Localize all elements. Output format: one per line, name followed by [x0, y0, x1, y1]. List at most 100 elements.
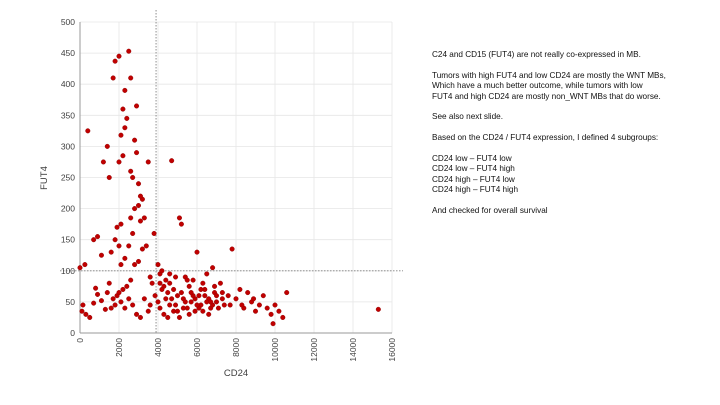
data-point [91, 300, 97, 306]
data-point [87, 314, 93, 320]
data-point [280, 314, 286, 320]
data-point [120, 153, 126, 159]
data-point [134, 103, 140, 109]
data-point [178, 290, 184, 296]
x-tick-label: 14000 [348, 338, 358, 362]
data-point [124, 115, 130, 121]
data-point [161, 311, 167, 317]
data-point [145, 308, 151, 314]
data-point [213, 299, 219, 305]
data-point [137, 314, 143, 320]
data-point [202, 293, 208, 299]
data-point [110, 296, 116, 302]
data-point [213, 293, 219, 299]
data-point [155, 299, 161, 305]
data-point [237, 286, 243, 292]
data-point [252, 308, 258, 314]
data-point [239, 302, 245, 308]
data-point [112, 237, 118, 243]
data-point [157, 280, 163, 286]
data-point [206, 311, 212, 317]
note-line: Which have a much better outcome, while … [432, 81, 643, 91]
data-point [157, 305, 163, 311]
data-point [176, 215, 182, 221]
data-point [276, 308, 282, 314]
x-tick-label: 16000 [387, 338, 397, 362]
data-point [98, 252, 104, 258]
data-point [83, 311, 89, 317]
data-point [190, 277, 196, 283]
data-point [128, 215, 134, 221]
data-point [134, 311, 140, 317]
y-tick-label: 150 [61, 235, 75, 245]
x-tick-label: 2000 [114, 338, 124, 357]
data-point [108, 249, 114, 255]
data-point [217, 280, 223, 286]
y-tick-label: 250 [61, 173, 75, 183]
subgroup-item: CD24 low – FUT4 high [432, 164, 515, 174]
data-point [114, 224, 120, 230]
data-point [165, 314, 171, 320]
data-point [219, 290, 225, 296]
axes [79, 22, 392, 334]
data-point [118, 299, 124, 305]
data-point [173, 302, 179, 308]
data-points [77, 48, 381, 327]
x-tick-label: 8000 [231, 338, 241, 357]
data-point [184, 277, 190, 283]
data-point [143, 243, 149, 249]
data-point [128, 75, 134, 81]
data-point [112, 58, 118, 64]
note-paragraph-5: And checked for overall survival [432, 206, 548, 216]
data-point [126, 48, 132, 54]
data-point [163, 296, 169, 302]
data-point [167, 271, 173, 277]
data-point [108, 305, 114, 311]
data-point [128, 168, 134, 174]
data-point [104, 143, 110, 149]
data-point [147, 302, 153, 308]
y-tick-label: 0 [70, 328, 75, 338]
data-point [173, 274, 179, 280]
data-point [95, 234, 101, 240]
data-point [116, 290, 122, 296]
data-point [215, 305, 221, 311]
data-point [163, 277, 169, 283]
data-point [245, 290, 251, 296]
data-point [159, 268, 165, 274]
note-paragraph-4: Based on the CD24 / FUT4 expression, I d… [432, 133, 659, 143]
data-point [284, 290, 290, 296]
data-point [194, 302, 200, 308]
data-point [106, 280, 112, 286]
data-point [135, 181, 141, 187]
data-point [137, 218, 143, 224]
data-point [80, 302, 86, 308]
data-point [116, 159, 122, 165]
data-point [169, 158, 175, 164]
x-tick-label: 6000 [192, 338, 202, 357]
y-tick-label: 50 [66, 297, 76, 307]
x-tick-label: 0 [75, 338, 85, 343]
data-point [93, 285, 99, 291]
data-point [147, 274, 153, 280]
data-point [196, 293, 202, 299]
reference-lines [60, 10, 403, 333]
data-point [188, 299, 194, 305]
data-point [130, 174, 136, 180]
data-point [212, 283, 218, 289]
data-point [135, 202, 141, 208]
x-tick-label: 10000 [270, 338, 280, 362]
data-point [208, 299, 214, 305]
data-point [118, 262, 124, 268]
data-point [116, 53, 122, 59]
data-point [130, 302, 136, 308]
data-point [126, 296, 132, 302]
data-point [141, 296, 147, 302]
data-point [112, 302, 118, 308]
data-point [102, 306, 108, 312]
data-point [116, 243, 122, 249]
data-point [264, 305, 270, 311]
data-point [182, 299, 188, 305]
data-point [106, 174, 112, 180]
